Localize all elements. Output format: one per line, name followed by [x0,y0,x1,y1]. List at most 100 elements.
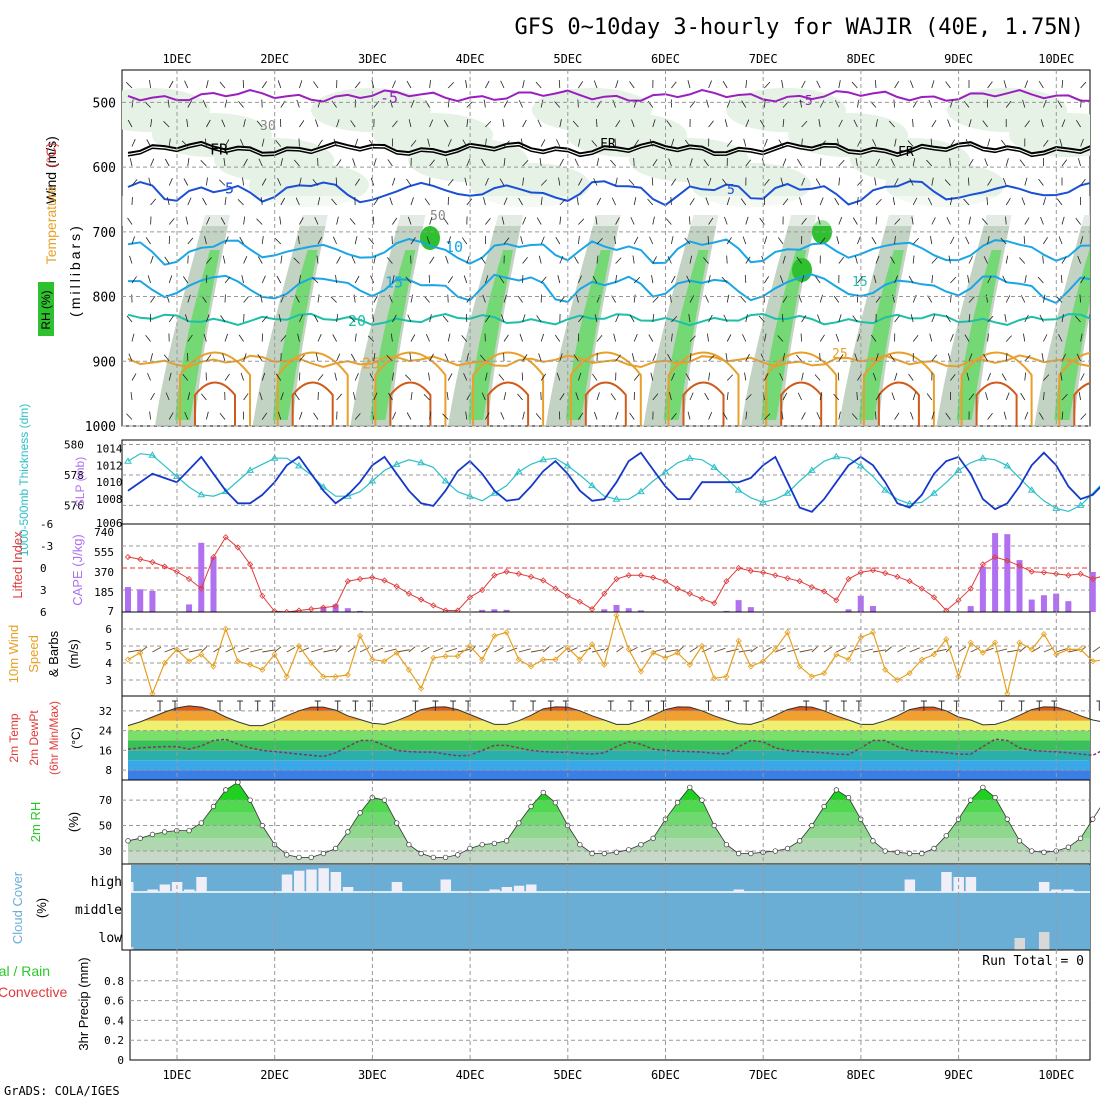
wind-barb [1024,80,1029,89]
wind-barb [206,177,208,186]
wind-barb [857,179,864,186]
rh-marker [198,820,204,826]
wind-barb [352,158,356,167]
wind-barb [373,158,377,167]
wind-barb [501,314,505,323]
cape-bar [1004,534,1011,612]
rh-shading-high [858,250,904,420]
wind-barb [983,353,988,362]
wind-barb [613,236,616,245]
warm-contour [682,381,725,426]
wind-barb-10m [506,647,518,653]
wind-speed-marker [332,673,339,680]
wind-barb [777,335,784,342]
rh-marker [735,850,742,857]
rh-shading-high [1054,250,1090,420]
lifted-index-tick-label: -6 [40,518,53,531]
wind-barb [852,217,858,225]
wind-barb [427,138,430,147]
wind-barb [987,372,991,381]
wind-barb-10m [250,648,263,653]
wind-barb [239,139,244,147]
warm-contour [765,351,838,426]
rh-marker [516,820,522,826]
wind-barb [912,197,918,206]
wind-barb [1040,119,1044,128]
wind-barb [764,276,770,284]
temp-2m-panel: 8 16 24 32 2m Temp 2m DewPt (6hr Min/Max) (°C) [7,695,1100,781]
rh-unit-label: (%) [66,812,81,832]
wind-barb [950,197,953,206]
wind-axis-label: 10m Wind [6,625,21,684]
rh-marker [613,849,620,855]
wind-barb [485,138,487,147]
wind-barb [857,197,859,206]
wind-barb [708,314,713,323]
date-label-top: 2DEC [260,52,289,66]
wind-barb [893,99,895,108]
date-label-bottom: 3DEC [358,1068,387,1082]
wind-barb [498,374,505,381]
wind-barb [911,216,914,225]
wind-barb [764,373,769,381]
wind-barb [819,392,823,401]
wind-barb [652,353,657,362]
wind-speed-marker [405,666,412,673]
wind-barb [909,80,914,89]
wind-barb [522,257,528,264]
wind-barb [703,159,709,167]
wind-barb [336,159,342,167]
wind-barb-10m [518,648,531,653]
wind-barb [353,392,356,401]
wind-barb [838,159,845,167]
wind-speed-marker [869,629,877,636]
wind-barb [851,413,858,420]
wind-barb [964,334,970,342]
max-temp-whisker [743,700,750,711]
wind-barb [406,412,412,420]
wind-barb [931,257,938,264]
wind-barb [556,139,561,147]
wind-barb [424,198,430,206]
wind-barb [206,119,211,128]
wind-barb [261,372,266,381]
wind-barb [856,391,858,401]
wind-barb [633,276,641,284]
wind-barb [744,372,747,381]
warm-contour [179,351,251,426]
wind-speed-marker [222,625,229,633]
thickness-line [127,453,1100,513]
thickness-marker [270,454,279,461]
wind-barb [667,353,672,362]
wind-barb-10m [897,646,907,653]
wind-barb [968,159,974,167]
wind-barb [336,256,341,264]
wind-speed-marker [308,659,315,667]
wind-barb [689,392,694,401]
wind-barb [447,276,454,284]
lifted-index-marker [930,594,938,601]
wind-barb [782,295,788,303]
lifted-index-marker [845,575,852,583]
wind-barb [874,177,877,186]
wind-barb [408,216,412,225]
wind-barb [146,139,151,147]
wind-barb [277,411,282,420]
isotherm-label: 20 [348,312,366,330]
wind-barb [931,314,936,323]
wind-barb [912,237,919,245]
wind-barb [465,411,468,420]
wind-barb [1024,177,1028,186]
thickness-marker [392,460,401,467]
lifted-index-marker [650,574,657,581]
date-label-top: 6DEC [651,52,680,66]
wind-barb-10m [653,648,665,653]
rh-marker [784,845,791,852]
wind-barb [410,294,414,303]
wind-barb [410,197,414,206]
wind-barb [686,275,691,284]
wind-barb [594,411,598,420]
wind-barb [1005,100,1012,108]
wind-barb [837,138,840,147]
wind-barb [1019,257,1026,264]
